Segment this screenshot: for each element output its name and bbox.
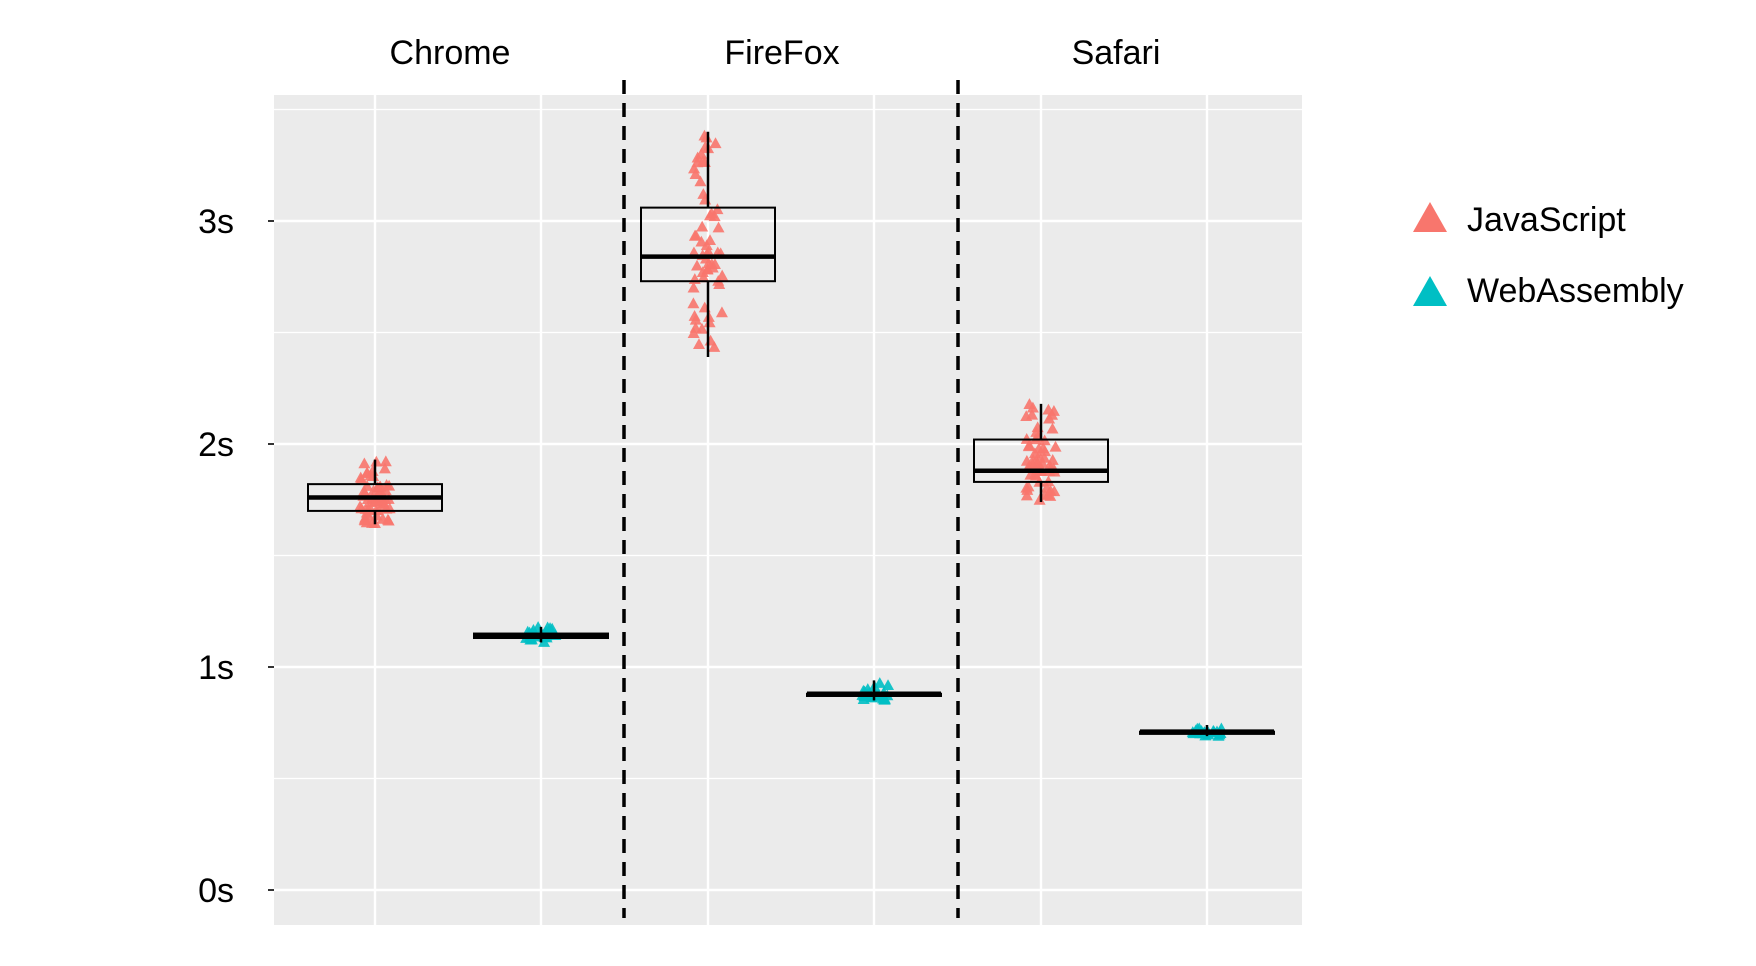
data-point-javascript (1020, 410, 1033, 421)
data-point-javascript (1043, 412, 1056, 424)
data-point-javascript (379, 455, 392, 467)
box-webassembly-firefox (806, 680, 942, 701)
data-point-webassembly (873, 677, 886, 688)
y-axis-ticks: 0s 1s 2s 3s (198, 203, 274, 910)
data-point-javascript (381, 513, 394, 525)
legend: JavaScript WebAssembly (1413, 201, 1684, 310)
data-point-javascript (691, 259, 704, 271)
data-point-javascript (702, 245, 715, 257)
data-point-javascript (357, 485, 370, 496)
legend-label-javascript: JavaScript (1467, 201, 1626, 239)
boxes (307, 131, 1275, 737)
box-javascript-chrome (307, 459, 443, 525)
data-point-javascript (370, 494, 383, 506)
data-point-javascript (696, 220, 709, 232)
y-tick-label: 1s (198, 649, 234, 687)
data-point-javascript (709, 137, 722, 149)
legend-javascript-triangle-icon (1413, 202, 1447, 232)
data-point-javascript (1042, 475, 1055, 487)
box-javascript-firefox (640, 131, 776, 358)
data-point-javascript (378, 462, 391, 474)
box-webassembly-safari (1139, 724, 1275, 737)
data-point-javascript (370, 455, 383, 467)
data-point-javascript (689, 313, 702, 325)
data-point-javascript (695, 322, 708, 334)
data-point-javascript (687, 281, 700, 293)
data-point-javascript (711, 203, 724, 215)
data-point-javascript (1020, 433, 1033, 444)
data-point-javascript (708, 341, 721, 352)
panel-label-chrome: Chrome (390, 34, 511, 72)
legend-label-webassembly: WebAssembly (1467, 272, 1684, 310)
data-point-javascript (367, 484, 380, 496)
data-point-javascript (693, 338, 706, 350)
y-tick-label: 3s (198, 203, 234, 241)
data-point-javascript (712, 221, 725, 233)
data-point-javascript (1023, 398, 1036, 409)
data-point-javascript (1021, 484, 1034, 495)
data-point-javascript (366, 517, 379, 528)
data-point-javascript (688, 229, 701, 241)
y-tick-label: 2s (198, 426, 234, 464)
data-point-javascript (689, 168, 702, 179)
data-point-webassembly (878, 693, 891, 705)
data-point-javascript (1046, 422, 1059, 434)
data-point-javascript (688, 162, 701, 174)
data-point-javascript (1028, 447, 1041, 459)
data-point-javascript (1044, 484, 1057, 496)
data-point-javascript (696, 266, 709, 278)
data-point-javascript (695, 147, 708, 159)
data-point-javascript (1030, 426, 1043, 437)
data-point-javascript (1022, 440, 1035, 452)
legend-webassembly-triangle-icon (1413, 276, 1447, 306)
box-webassembly-chrome (473, 626, 609, 643)
data-point-javascript (715, 306, 728, 318)
box-iqr (973, 438, 1109, 483)
panel-label-safari: Safari (1072, 34, 1161, 72)
y-tick-label: 0s (198, 872, 234, 910)
data-point-javascript (1038, 451, 1051, 463)
data-point-javascript (700, 131, 713, 143)
data-point-javascript (691, 156, 704, 168)
data-point-javascript (687, 297, 700, 309)
data-point-javascript (705, 207, 718, 219)
data-point-javascript (700, 239, 713, 251)
data-point-javascript (355, 474, 368, 485)
box-javascript-safari (973, 403, 1109, 502)
data-point-javascript (1042, 403, 1055, 415)
panel-separators (622, 80, 960, 918)
grid-lines (274, 95, 1302, 925)
panel-label-firefox: FireFox (724, 34, 839, 72)
data-point-javascript (1020, 454, 1033, 466)
plot-background (274, 95, 1302, 925)
data-point-javascript (1020, 489, 1033, 501)
box-iqr (640, 206, 776, 283)
data-point-javascript (1049, 440, 1062, 452)
data-point-javascript (362, 509, 375, 521)
data-point-javascript (1039, 445, 1052, 457)
data-point-javascript (1024, 468, 1037, 480)
data-point-webassembly (882, 679, 895, 691)
data-point-javascript (358, 457, 371, 469)
data-point-javascript (694, 175, 707, 187)
data-point-javascript (1044, 490, 1057, 501)
